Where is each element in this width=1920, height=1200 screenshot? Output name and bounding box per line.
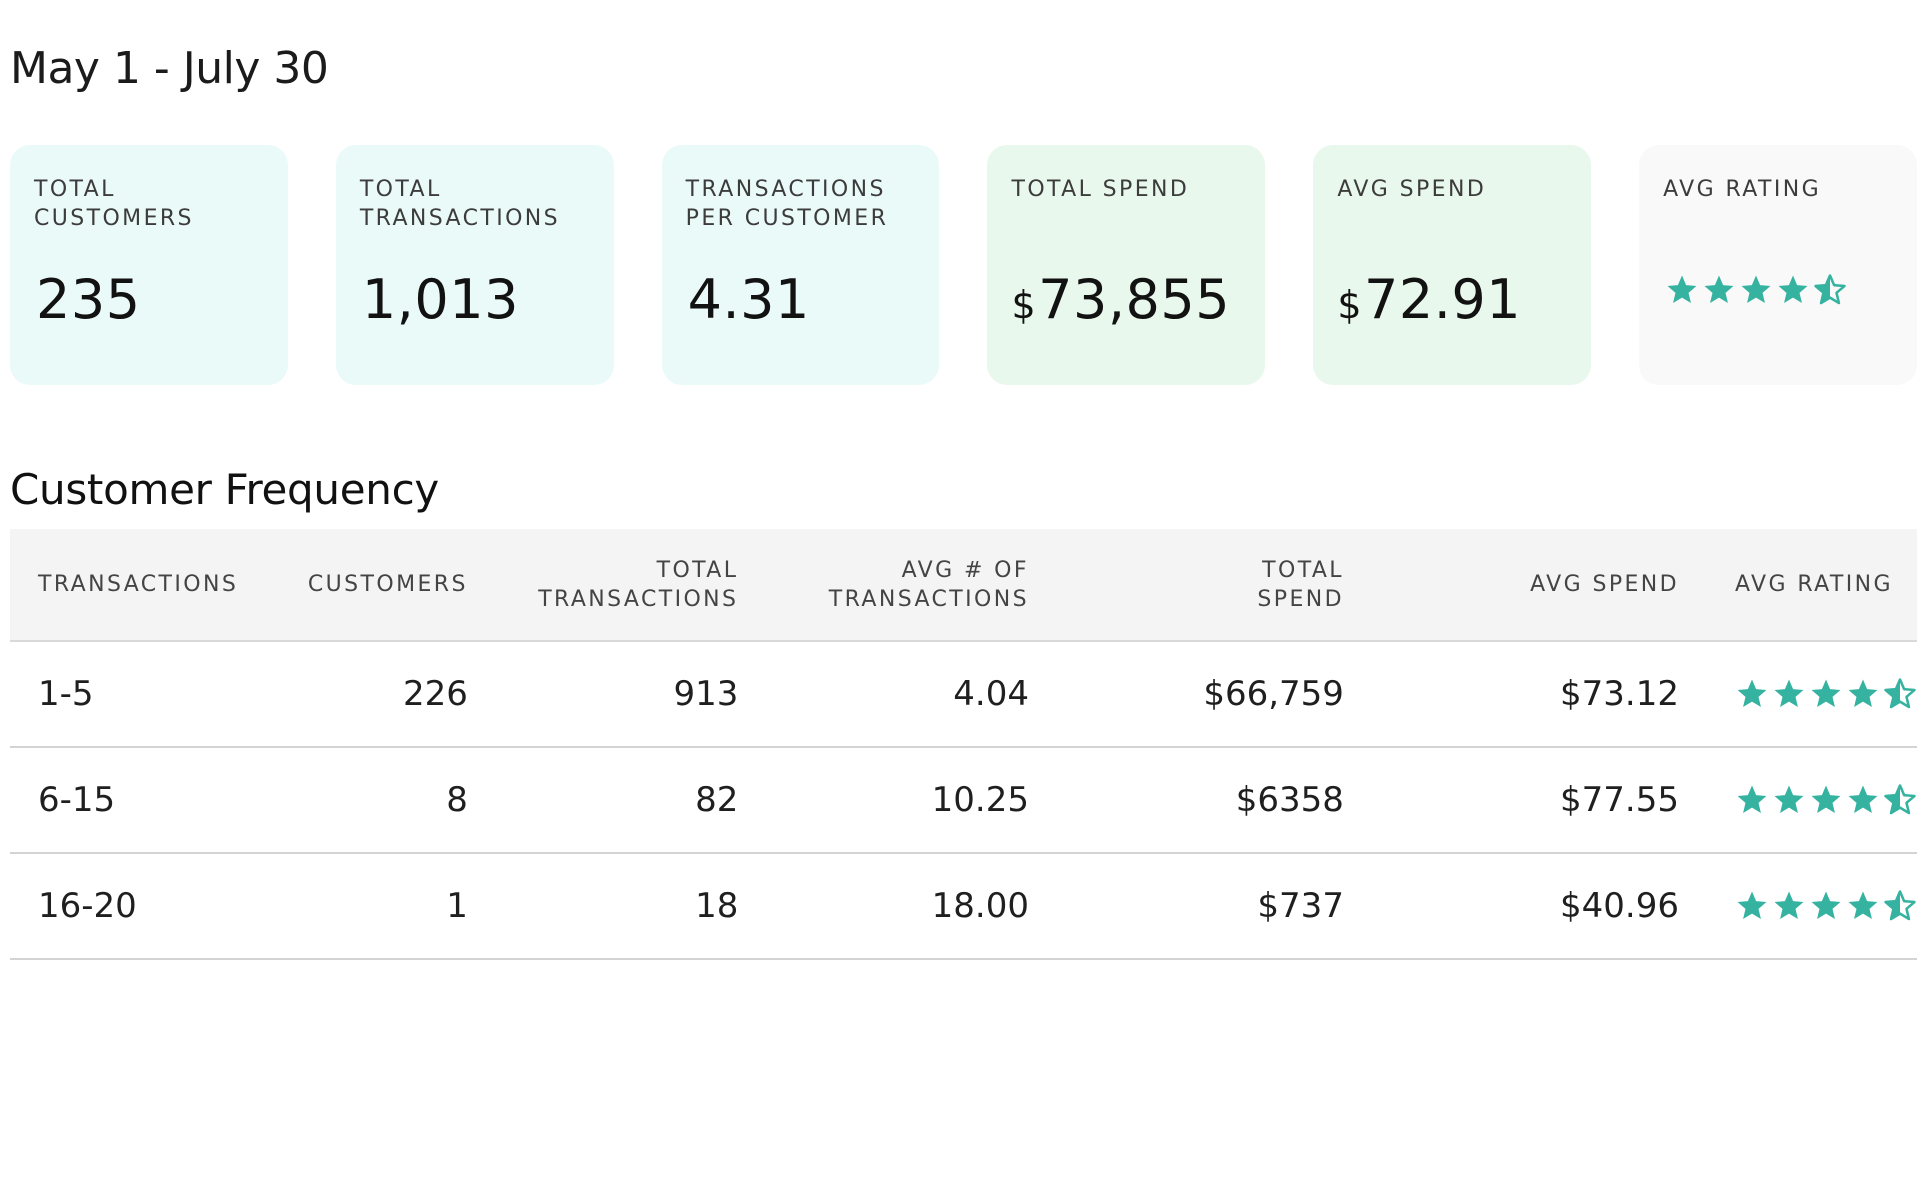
star-rating bbox=[1665, 273, 1847, 307]
card-value: $73,855 bbox=[1011, 268, 1230, 331]
table-row: 6-15 8 82 10.25 $6358 $77.55 bbox=[10, 747, 1917, 854]
card-label: TOTAL SPEND bbox=[1011, 177, 1190, 202]
card-transactions-per-customer: TRANSACTIONS PER CUSTOMER 4.31 bbox=[661, 145, 940, 385]
cell-transactions: 6-15 bbox=[10, 747, 281, 854]
star-half-icon bbox=[1883, 677, 1917, 711]
star-icon bbox=[1809, 677, 1843, 711]
card-label: TOTAL TRANSACTIONS bbox=[359, 177, 561, 231]
star-rating bbox=[1735, 783, 1917, 817]
card-value: 4.31 bbox=[686, 268, 810, 331]
cell-avg-rating bbox=[1679, 747, 1917, 854]
table-header-row: TRANSACTIONS CUSTOMERS TOTAL TRANSACTION… bbox=[10, 529, 1917, 642]
cell-total-spend: $6358 bbox=[1028, 747, 1344, 854]
cell-avg-transactions: 18.00 bbox=[738, 853, 1029, 960]
card-value: $72.91 bbox=[1337, 268, 1521, 331]
star-icon bbox=[1735, 889, 1769, 923]
star-icon bbox=[1735, 677, 1769, 711]
cell-transactions: 1-5 bbox=[10, 641, 281, 748]
star-icon bbox=[1809, 783, 1843, 817]
star-half-icon bbox=[1883, 889, 1917, 923]
card-number: 72.91 bbox=[1364, 268, 1522, 331]
star-icon bbox=[1735, 783, 1769, 817]
star-icon bbox=[1846, 783, 1880, 817]
cell-transactions: 16-20 bbox=[10, 853, 281, 960]
star-icon bbox=[1702, 273, 1736, 307]
card-avg-rating: AVG RATING bbox=[1639, 145, 1917, 385]
cell-customers: 1 bbox=[280, 853, 468, 960]
cell-total-transactions: 913 bbox=[467, 641, 739, 748]
customer-frequency-table: TRANSACTIONS CUSTOMERS TOTAL TRANSACTION… bbox=[10, 529, 1917, 960]
card-avg-spend: AVG SPEND $72.91 bbox=[1313, 145, 1592, 385]
cell-avg-spend: $40.96 bbox=[1343, 853, 1679, 960]
cell-total-transactions: 82 bbox=[467, 747, 739, 854]
card-currency: $ bbox=[1337, 283, 1362, 327]
card-number: 4.31 bbox=[687, 268, 810, 331]
star-icon bbox=[1772, 783, 1806, 817]
star-half-icon bbox=[1813, 273, 1847, 307]
star-icon bbox=[1776, 273, 1810, 307]
cell-avg-rating bbox=[1679, 641, 1917, 748]
card-label: TRANSACTIONS PER CUSTOMER bbox=[685, 177, 889, 231]
card-value: 235 bbox=[34, 268, 141, 331]
card-label: TOTAL CUSTOMERS bbox=[34, 177, 194, 231]
cell-customers: 226 bbox=[280, 641, 468, 748]
card-total-spend: TOTAL SPEND $73,855 bbox=[987, 145, 1266, 385]
star-rating bbox=[1735, 889, 1917, 923]
star-icon bbox=[1772, 677, 1806, 711]
cell-avg-spend: $73.12 bbox=[1343, 641, 1679, 748]
cell-customers: 8 bbox=[280, 747, 468, 854]
star-half-icon bbox=[1883, 783, 1917, 817]
col-header-avg-spend: AVG SPEND bbox=[1343, 529, 1679, 642]
col-header-total-transactions: TOTAL TRANSACTIONS bbox=[467, 529, 739, 642]
card-number: 235 bbox=[36, 268, 141, 331]
card-number: 1,013 bbox=[361, 268, 519, 331]
col-header-avg-rating: AVG RATING bbox=[1679, 529, 1917, 642]
table-row: 16-20 1 18 18.00 $737 $40.96 bbox=[10, 853, 1917, 960]
card-value: 1,013 bbox=[360, 268, 519, 331]
section-title: Customer Frequency bbox=[10, 465, 439, 514]
card-label: AVG SPEND bbox=[1337, 177, 1487, 202]
cell-avg-spend: $77.55 bbox=[1343, 747, 1679, 854]
card-total-transactions: TOTAL TRANSACTIONS 1,013 bbox=[335, 145, 614, 385]
cell-avg-transactions: 4.04 bbox=[738, 641, 1029, 748]
cell-total-spend: $737 bbox=[1028, 853, 1344, 960]
cell-total-spend: $66,759 bbox=[1028, 641, 1344, 748]
star-icon bbox=[1772, 889, 1806, 923]
cell-total-transactions: 18 bbox=[467, 853, 739, 960]
star-icon bbox=[1739, 273, 1773, 307]
card-label: AVG RATING bbox=[1663, 177, 1822, 202]
cell-avg-rating bbox=[1679, 853, 1917, 960]
summary-cards: TOTAL CUSTOMERS 235 TOTAL TRANSACTIONS 1… bbox=[10, 145, 1917, 385]
card-currency: $ bbox=[1011, 283, 1037, 327]
report-page: May 1 - July 30 TOTAL CUSTOMERS 235 TOTA… bbox=[10, 43, 1917, 960]
card-total-customers: TOTAL CUSTOMERS 235 bbox=[10, 145, 288, 385]
table-row: 1-5 226 913 4.04 $66,759 $73.12 bbox=[10, 641, 1917, 748]
star-rating bbox=[1735, 677, 1917, 711]
star-icon bbox=[1846, 889, 1880, 923]
col-header-avg-transactions: AVG # OF TRANSACTIONS bbox=[738, 529, 1029, 642]
star-icon bbox=[1665, 273, 1699, 307]
col-header-total-spend: TOTAL SPEND bbox=[1028, 529, 1344, 642]
star-icon bbox=[1809, 889, 1843, 923]
col-header-transactions: TRANSACTIONS bbox=[10, 529, 281, 642]
cell-avg-transactions: 10.25 bbox=[738, 747, 1029, 854]
col-header-customers: CUSTOMERS bbox=[280, 529, 468, 642]
date-range-title: May 1 - July 30 bbox=[10, 43, 329, 94]
card-number: 73,855 bbox=[1038, 268, 1231, 331]
star-icon bbox=[1846, 677, 1880, 711]
